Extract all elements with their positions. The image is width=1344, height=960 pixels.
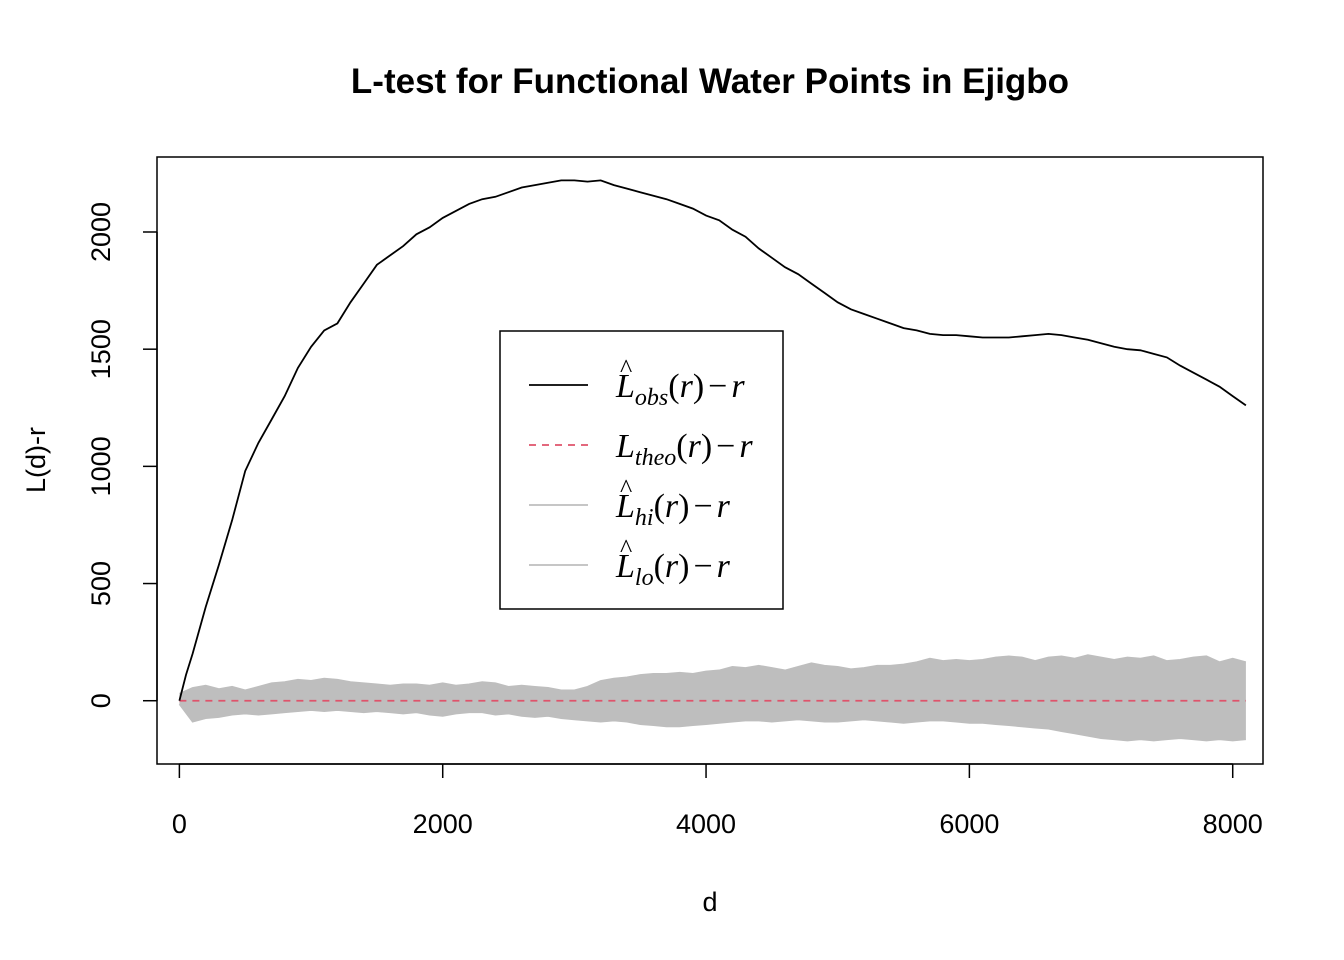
y-axis: 0 500 1000 1500 2000	[86, 202, 158, 708]
legend-hat-lo: ^	[620, 534, 632, 563]
x-tick-label: 6000	[939, 809, 999, 839]
y-tick-label: 1500	[86, 319, 116, 379]
envelope-band	[179, 655, 1246, 741]
legend-label-obs: Lobs(r) − r	[615, 368, 745, 411]
y-axis-label: L(d)-r	[21, 427, 51, 493]
y-tick-label: 500	[86, 561, 116, 606]
y-tick-label: 0	[86, 693, 116, 708]
x-tick-label: 4000	[676, 809, 736, 839]
x-axis: 0 2000 4000 6000 8000	[172, 763, 1263, 839]
legend-hat-obs: ^	[620, 354, 632, 383]
series-obs	[178, 179, 1247, 701]
x-tick-label: 2000	[413, 809, 473, 839]
legend-box	[499, 330, 784, 610]
series-lo	[178, 703, 1246, 742]
x-tick-label: 0	[172, 809, 187, 839]
legend-label-lo: Llo(r) − r	[615, 548, 731, 591]
legend-hat-hi: ^	[620, 474, 632, 503]
y-tick-label: 1000	[86, 436, 116, 496]
series-hi	[179, 654, 1247, 695]
x-axis-label: d	[702, 887, 717, 917]
legend-label-theo: Ltheo(r) − r	[615, 428, 753, 471]
chart-title: L-test for Functional Water Points in Ej…	[351, 62, 1069, 101]
x-tick-label: 8000	[1203, 809, 1263, 839]
envelope-band-layer	[178, 654, 1247, 742]
legend-label-hi: Lhi(r) − r	[615, 488, 731, 531]
y-tick-label: 2000	[86, 202, 116, 262]
